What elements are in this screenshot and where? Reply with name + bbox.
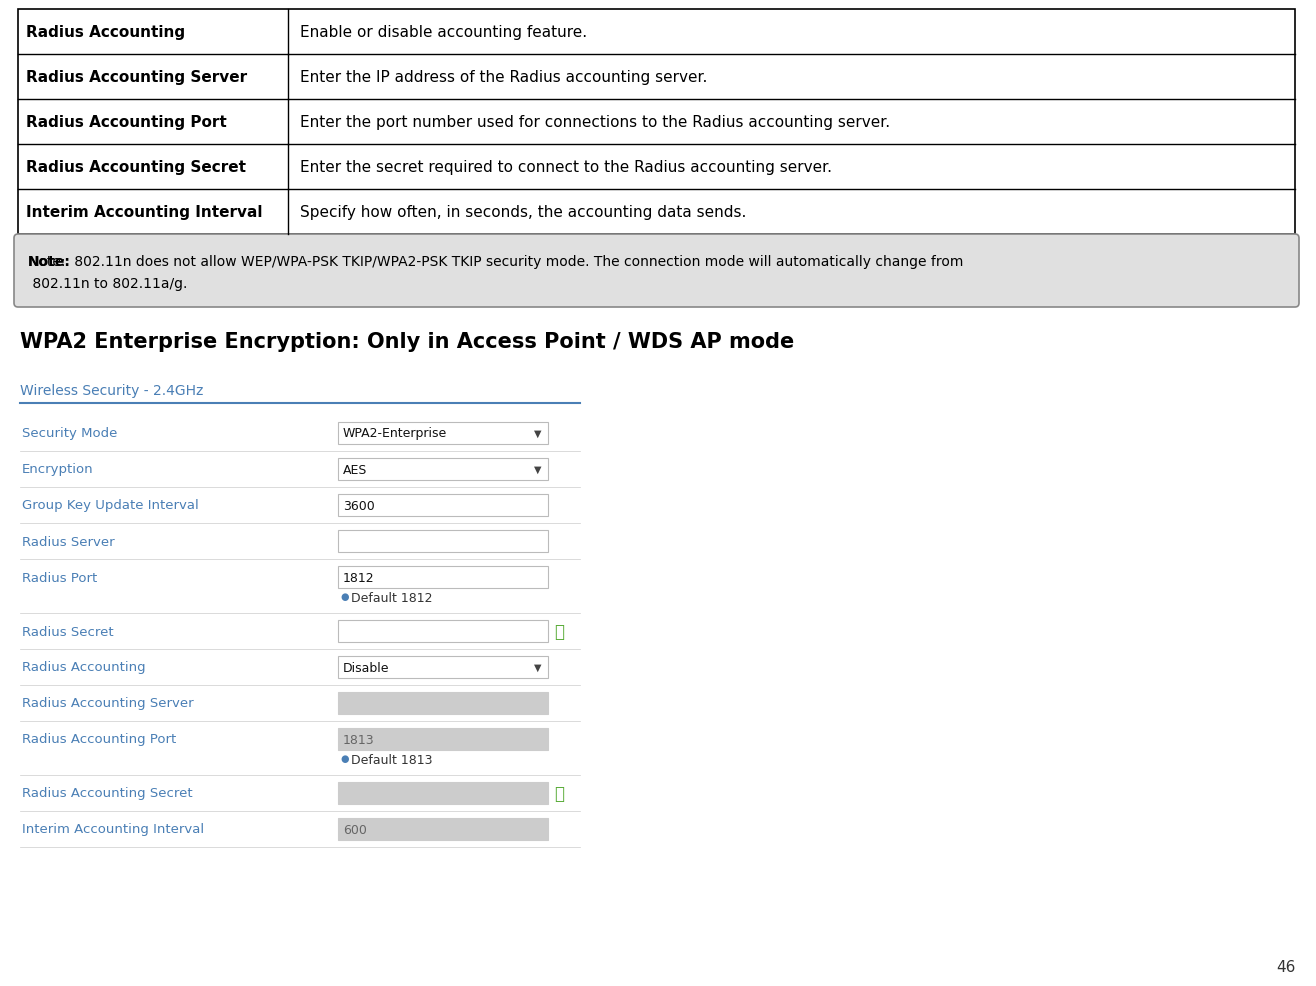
Text: ▼: ▼ — [534, 663, 541, 672]
Text: WPA2 Enterprise Encryption: Only in Access Point / WDS AP mode: WPA2 Enterprise Encryption: Only in Acce… — [20, 331, 795, 352]
Text: 1813: 1813 — [343, 733, 375, 745]
Bar — [338, 657, 547, 678]
Text: Enable or disable accounting feature.: Enable or disable accounting feature. — [300, 25, 587, 40]
Text: Enter the port number used for connections to the Radius accounting server.: Enter the port number used for connectio… — [300, 115, 890, 130]
Bar — [338, 782, 547, 805]
Text: Note:: Note: — [28, 254, 71, 269]
Bar — [338, 729, 547, 750]
Text: ●: ● — [340, 592, 349, 601]
Bar — [338, 530, 547, 552]
Text: Specify how often, in seconds, the accounting data sends.: Specify how often, in seconds, the accou… — [300, 205, 746, 220]
Text: Radius Accounting Secret: Radius Accounting Secret — [26, 160, 246, 175]
Text: Security Mode: Security Mode — [22, 427, 117, 440]
Text: Radius Accounting Server: Radius Accounting Server — [22, 697, 193, 710]
Text: Radius Accounting Secret: Radius Accounting Secret — [22, 787, 192, 800]
Text: Note:  802.11n does not allow WEP/WPA-PSK TKIP/WPA2-PSK TKIP security mode. The : Note: 802.11n does not allow WEP/WPA-PSK… — [28, 254, 963, 269]
Text: 3600: 3600 — [343, 499, 375, 512]
FancyBboxPatch shape — [14, 235, 1299, 308]
Text: Enter the IP address of the Radius accounting server.: Enter the IP address of the Radius accou… — [300, 70, 708, 85]
Text: Default 1813: Default 1813 — [351, 753, 433, 766]
Bar — [338, 458, 547, 480]
Text: Radius Accounting Port: Radius Accounting Port — [22, 733, 176, 745]
Bar — [338, 423, 547, 445]
Text: 46: 46 — [1277, 959, 1296, 974]
Text: Default 1812: Default 1812 — [351, 592, 433, 604]
Text: AES: AES — [343, 463, 367, 476]
Text: Radius Port: Radius Port — [22, 571, 97, 584]
Text: WPA2-Enterprise: WPA2-Enterprise — [343, 427, 447, 440]
Text: Disable: Disable — [343, 661, 390, 673]
Text: ▼: ▼ — [534, 464, 541, 474]
Text: 802.11n to 802.11a/g.: 802.11n to 802.11a/g. — [28, 277, 187, 291]
Text: Group Key Update Interval: Group Key Update Interval — [22, 499, 199, 512]
Text: 600: 600 — [343, 822, 367, 836]
Text: ⚿: ⚿ — [554, 622, 565, 640]
Text: ▼: ▼ — [534, 429, 541, 439]
Bar — [338, 620, 547, 642]
Bar — [18, 10, 1295, 235]
Text: Wireless Security - 2.4GHz: Wireless Security - 2.4GHz — [20, 384, 204, 397]
Text: Radius Secret: Radius Secret — [22, 625, 113, 638]
Text: Encryption: Encryption — [22, 463, 93, 476]
Text: Enter the secret required to connect to the Radius accounting server.: Enter the secret required to connect to … — [300, 160, 832, 175]
Text: Radius Server: Radius Server — [22, 535, 114, 548]
Text: Radius Accounting: Radius Accounting — [22, 661, 146, 673]
Bar — [338, 692, 547, 714]
Text: Interim Accounting Interval: Interim Accounting Interval — [22, 822, 204, 836]
Bar — [338, 818, 547, 840]
Text: Interim Accounting Interval: Interim Accounting Interval — [26, 205, 262, 220]
Text: ⚿: ⚿ — [554, 784, 565, 803]
Text: ●: ● — [340, 753, 349, 763]
Bar — [338, 495, 547, 517]
Text: Radius Accounting Server: Radius Accounting Server — [26, 70, 247, 85]
Bar — [338, 566, 547, 589]
Text: Radius Accounting Port: Radius Accounting Port — [26, 115, 226, 130]
Text: Radius Accounting: Radius Accounting — [26, 25, 186, 40]
Text: 1812: 1812 — [343, 571, 375, 584]
